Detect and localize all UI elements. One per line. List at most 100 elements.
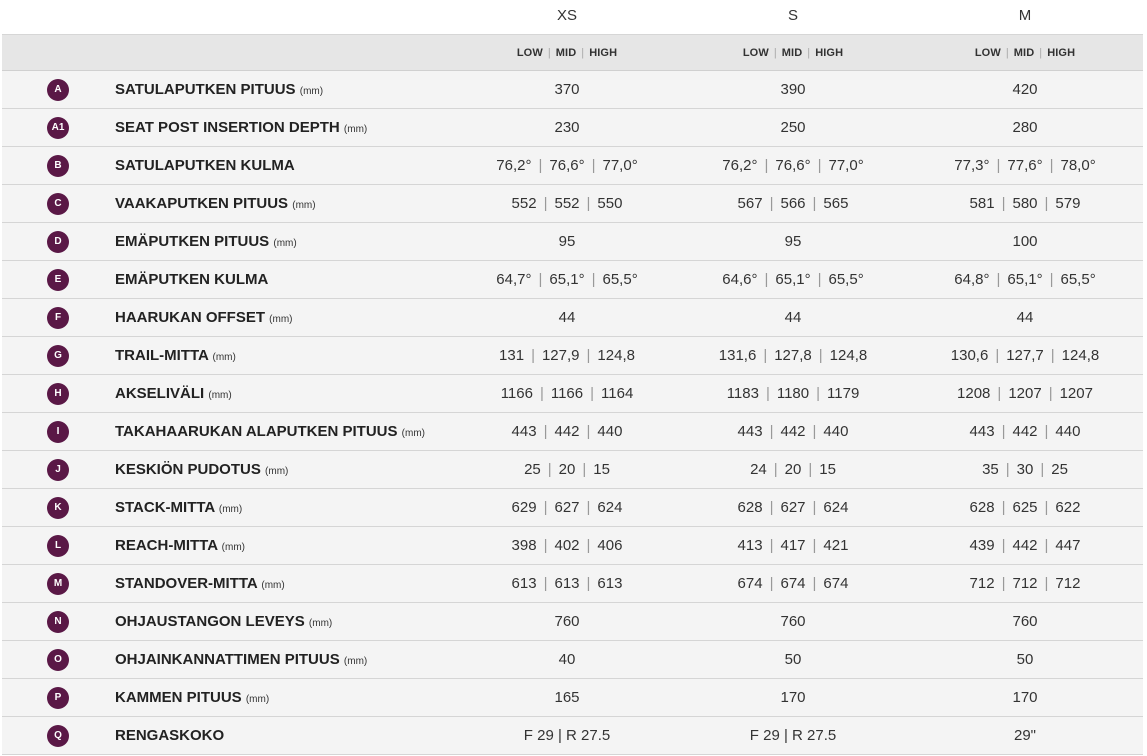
mode-label: MID xyxy=(781,47,803,59)
cell-value: 442 xyxy=(1012,423,1038,440)
cell-value: 76,6° xyxy=(549,157,585,174)
value-cell-m: 100 xyxy=(912,233,1138,250)
value-separator: | xyxy=(531,347,535,364)
size-s-label: S xyxy=(787,7,798,24)
value-cell-s: 131,6 | 127,8 | 124,8 xyxy=(680,347,906,364)
cell-value: 1207 xyxy=(1008,385,1042,402)
cell-value: 64,8° xyxy=(954,271,990,288)
cell-value: 417 xyxy=(780,537,806,554)
row-label: REACH-MITTA (mm) xyxy=(115,537,245,554)
row-label-text: RENGASKOKO xyxy=(115,727,225,744)
mode-label: HIGH xyxy=(589,47,618,59)
mode-label: HIGH xyxy=(1047,47,1076,59)
value-cell-m: 50 xyxy=(912,651,1138,668)
mode-separator: | xyxy=(807,47,811,59)
value-cell-xs: 131 | 127,9 | 124,8 xyxy=(454,347,680,364)
mode-group-s: LOW | MID | HIGH xyxy=(680,47,906,59)
row-label: KAMMEN PITUUS (mm) xyxy=(115,689,269,706)
cell-value: F 29 | R 27.5 xyxy=(749,727,837,744)
value-cell-xs: 760 xyxy=(454,613,680,630)
cell-value: 77,0° xyxy=(602,157,638,174)
row-label-text: HAARUKAN OFFSET xyxy=(115,309,265,326)
cell-value: 398 xyxy=(511,537,537,554)
value-separator: | xyxy=(764,271,769,288)
row-label: HAARUKAN OFFSET (mm) xyxy=(115,309,293,326)
value-cell-s: 50 xyxy=(680,651,906,668)
value-separator: | xyxy=(543,537,548,554)
row-label: SEAT POST INSERTION DEPTH (mm) xyxy=(115,119,367,136)
cell-value: 76,2° xyxy=(496,157,532,174)
value-cell-m: 760 xyxy=(912,613,1138,630)
cell-value: 370 xyxy=(554,81,580,98)
cell-value: 1208 xyxy=(957,385,991,402)
cell-value: 440 xyxy=(823,423,849,440)
value-separator: | xyxy=(586,347,591,364)
cell-value: 567 xyxy=(737,195,763,212)
mode-separator: | xyxy=(1039,47,1043,59)
value-separator: | xyxy=(812,575,817,592)
cell-value: 77,3° xyxy=(954,157,990,174)
value-cell-xs: F 29 | R 27.5 xyxy=(454,727,680,744)
size-header: XS S M xyxy=(0,0,1147,34)
value-separator: | xyxy=(1048,385,1053,402)
value-cell-xs: 552 | 552 | 550 xyxy=(454,195,680,212)
cell-value: 29" xyxy=(1013,727,1036,744)
row-label: STANDOVER-MITTA (mm) xyxy=(115,575,285,592)
value-separator: | xyxy=(1044,575,1049,592)
value-cell-s: 760 xyxy=(680,613,906,630)
mode-label: LOW xyxy=(974,47,1001,59)
cell-value: 613 xyxy=(511,575,537,592)
cell-value: 420 xyxy=(1012,81,1038,98)
row-label: OHJAINKANNATTIMEN PITUUS (mm) xyxy=(115,651,367,668)
value-cell-m: 64,8° | 65,1° | 65,5° xyxy=(912,271,1138,288)
cell-value: 566 xyxy=(780,195,806,212)
value-separator: | xyxy=(818,347,823,364)
mode-label: MID xyxy=(1013,47,1035,59)
cell-value: 127,9 xyxy=(541,347,580,364)
value-separator: | xyxy=(1050,347,1055,364)
row-letter-badge: O xyxy=(47,649,69,671)
value-cell-s: 390 xyxy=(680,81,906,98)
cell-value: 439 xyxy=(969,537,995,554)
row-label-text: SEAT POST INSERTION DEPTH xyxy=(115,119,340,136)
mode-separator: | xyxy=(547,47,551,59)
cell-value: 629 xyxy=(511,499,537,516)
cell-value: 15 xyxy=(593,461,610,478)
cell-value: 127,8 xyxy=(774,347,812,364)
value-separator: | xyxy=(1005,461,1010,478)
cell-value: 77,0° xyxy=(828,157,864,174)
value-separator: | xyxy=(764,157,769,174)
cell-value: 565 xyxy=(823,195,849,212)
row-label-text: KESKIÖN PUDOTUS xyxy=(115,461,261,478)
value-cell-s: 44 xyxy=(680,309,906,326)
row-letter-badge: P xyxy=(47,687,69,709)
row-label: EMÄPUTKEN KULMA xyxy=(115,271,268,288)
cell-value: 76,2° xyxy=(722,157,758,174)
value-separator: | xyxy=(1044,195,1049,212)
cell-value: F 29 | R 27.5 xyxy=(523,727,611,744)
value-separator: | xyxy=(763,347,768,364)
row-letter-badge: B xyxy=(47,155,69,177)
cell-value: 440 xyxy=(597,423,623,440)
value-separator: | xyxy=(586,195,591,212)
value-separator: | xyxy=(582,461,587,478)
value-separator: | xyxy=(1001,423,1006,440)
value-separator: | xyxy=(1001,195,1006,212)
value-cell-xs: 40 xyxy=(454,651,680,668)
row-label: SATULAPUTKEN PITUUS (mm) xyxy=(115,81,323,98)
row-unit: (mm) xyxy=(269,314,293,325)
cell-value: 712 xyxy=(1055,575,1081,592)
cell-value: 77,6° xyxy=(1007,157,1043,174)
value-separator: | xyxy=(1001,499,1006,516)
value-separator: | xyxy=(538,271,543,288)
value-separator: | xyxy=(586,423,591,440)
cell-value: 406 xyxy=(597,537,623,554)
row-unit: (mm) xyxy=(401,428,425,439)
row-unit: (mm) xyxy=(299,86,324,97)
row-letter-badge: J xyxy=(47,459,69,481)
mode-label: LOW xyxy=(742,47,769,59)
cell-value: 280 xyxy=(1012,119,1038,136)
cell-value: 1164 xyxy=(601,385,634,402)
value-cell-xs: 398 | 402 | 406 xyxy=(454,537,680,554)
